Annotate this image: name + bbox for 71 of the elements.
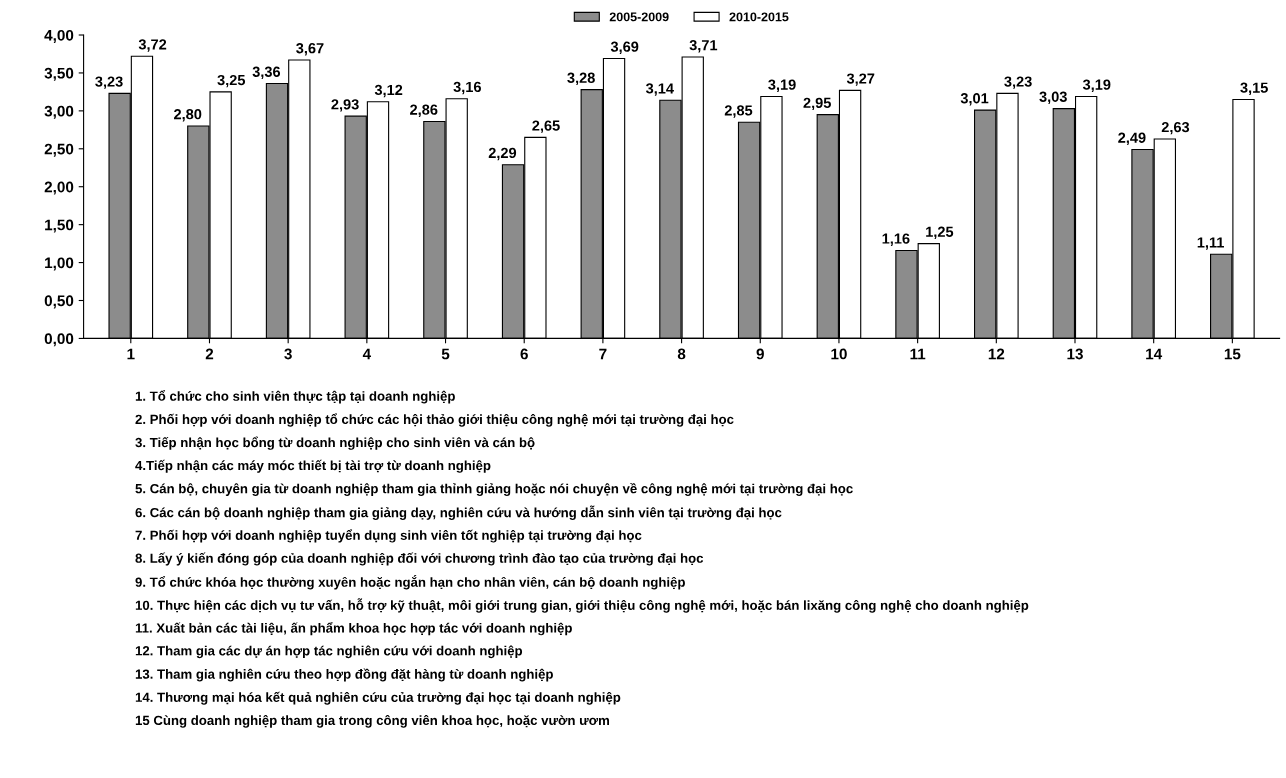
text: 5. Cán bộ, chuyên gia từ doanh nghiệp tham gia thỉnh giảng hoặc nói chuyện về công nghệ mới tại trường đại học bbox=[135, 483, 853, 496]
text: 2. Phối hợp với doanh nghiệp tổ chức các hội thảo giới thiệu công nghệ mới tại trường đại học bbox=[135, 413, 734, 427]
data-label: 2,95 bbox=[803, 97, 831, 111]
x-tick-label: 7 bbox=[599, 348, 607, 360]
data-label: 1,16 bbox=[882, 233, 910, 246]
x-tick-label: 13 bbox=[1067, 348, 1083, 360]
text: 13. Tham gia nghiên cứu theo hợp đồng đặt hàng từ doanh nghiệp bbox=[135, 668, 553, 682]
y-tick-label: 2,00 bbox=[44, 181, 74, 195]
data-label: 2,85 bbox=[724, 105, 753, 118]
x-tick-label: 8 bbox=[677, 348, 686, 360]
data-label: 3,15 bbox=[1240, 82, 1268, 95]
text: 9. Tổ chức khóa học thường xuyên hoặc ngắn hạn cho nhân viên, cán bộ doanh nghiệp bbox=[135, 574, 685, 590]
text: 14. Thương mại hóa kết quả nghiên cứu của trường đại học tại doanh nghiệp bbox=[135, 691, 621, 705]
data-label: 2,86 bbox=[410, 104, 438, 117]
data-label: 3,25 bbox=[217, 74, 246, 88]
text: 6. Các cán bộ doanh nghiệp tham gia giảng dạy, nghiên cứu và hướng dẫn sinh viên tại trường đại học bbox=[135, 505, 782, 520]
x-tick-label: 12 bbox=[988, 348, 1005, 360]
x-tick-label: 15 bbox=[1224, 348, 1241, 360]
data-label: 2,49 bbox=[1118, 132, 1146, 145]
data-label: 3,16 bbox=[453, 81, 481, 95]
x-tick-label: 6 bbox=[520, 348, 528, 360]
y-tick-label: 1,50 bbox=[45, 219, 74, 233]
data-label: 3,67 bbox=[296, 43, 324, 56]
text: 11. Xuất bản các tài liệu, ấn phẩm khoa học hợp tác với doanh nghiệp bbox=[135, 621, 572, 636]
data-label: 1,25 bbox=[926, 226, 954, 240]
data-label: 3,36 bbox=[252, 66, 281, 79]
x-tick-label: 11 bbox=[910, 348, 926, 360]
data-label: 2,63 bbox=[1161, 121, 1190, 135]
x-tick-label: 9 bbox=[756, 348, 764, 360]
text: 7. Phối hợp với doanh nghiệp tuyển dụng sinh viên tốt nghiệp tại trường đại học bbox=[135, 529, 642, 543]
data-label: 3,72 bbox=[138, 39, 167, 52]
data-label: 3,27 bbox=[846, 73, 875, 86]
data-label: 3,69 bbox=[610, 41, 639, 54]
text: 4.Tiếp nhận các máy móc thiết bị tài trợ từ doanh nghiệp bbox=[135, 459, 491, 473]
data-label: 3,12 bbox=[374, 84, 403, 98]
x-tick-label: 2 bbox=[205, 348, 214, 360]
data-label: 1,11 bbox=[1197, 237, 1224, 250]
x-tick-label: 3 bbox=[284, 348, 292, 360]
data-label: 2,93 bbox=[331, 99, 359, 112]
data-label: 3,23 bbox=[95, 76, 123, 89]
data-label: 3,19 bbox=[768, 79, 796, 92]
y-tick-label: 3,00 bbox=[44, 105, 74, 119]
x-tick-label: 5 bbox=[441, 348, 450, 360]
data-label: 3,01 bbox=[960, 93, 989, 106]
legend-label: 2010-2015 bbox=[729, 12, 789, 22]
y-tick-label: 0,00 bbox=[44, 333, 74, 347]
y-tick-label: 3,50 bbox=[44, 67, 74, 81]
text: 15 Cùng doanh nghiệp tham gia trong công viên khoa học, hoặc vườn ươm bbox=[135, 715, 609, 728]
data-label: 3,03 bbox=[1039, 91, 1067, 105]
legend-label: 2005-2009 bbox=[609, 12, 669, 22]
text: 8. Lấy ý kiến đóng góp của doanh nghiệp đối với chương trình đào tạo của trường đại học bbox=[135, 552, 704, 566]
y-tick-label: 4,00 bbox=[44, 29, 74, 43]
y-tick-label: 0,50 bbox=[44, 295, 74, 309]
x-tick-label: 1 bbox=[127, 348, 135, 360]
data-label: 2,29 bbox=[488, 147, 517, 161]
text: 3. Tiếp nhận học bổng từ doanh nghiệp cho sinh viên và cán bộ bbox=[135, 436, 535, 450]
y-tick-label: 1,00 bbox=[45, 257, 74, 271]
text: 12. Tham gia các dự án hợp tác nghiên cứu với doanh nghiệp bbox=[135, 645, 523, 659]
y-tick-label: 2,50 bbox=[44, 143, 74, 157]
data-label: 3,14 bbox=[645, 83, 674, 96]
data-label: 3,19 bbox=[1082, 79, 1111, 92]
x-tick-label: 4 bbox=[362, 348, 372, 360]
x-tick-label: 10 bbox=[831, 348, 847, 360]
data-label: 3,23 bbox=[1004, 76, 1032, 89]
data-label: 2,80 bbox=[174, 109, 202, 122]
data-label: 3,28 bbox=[567, 72, 595, 86]
text: 1. Tổ chức cho sinh viên thực tập tại doanh nghiệp bbox=[135, 390, 455, 404]
x-tick-label: 14 bbox=[1146, 348, 1163, 360]
data-label: 3,71 bbox=[689, 40, 718, 53]
data-label: 2,65 bbox=[532, 120, 560, 133]
text: 10. Thực hiện các dịch vụ tư vấn, hỗ trợ kỹ thuật, môi giới trung gian, giới thiệu công nghệ mới, hoặc bán lixăng công nghệ cho doanh nghiệp bbox=[135, 598, 1029, 613]
